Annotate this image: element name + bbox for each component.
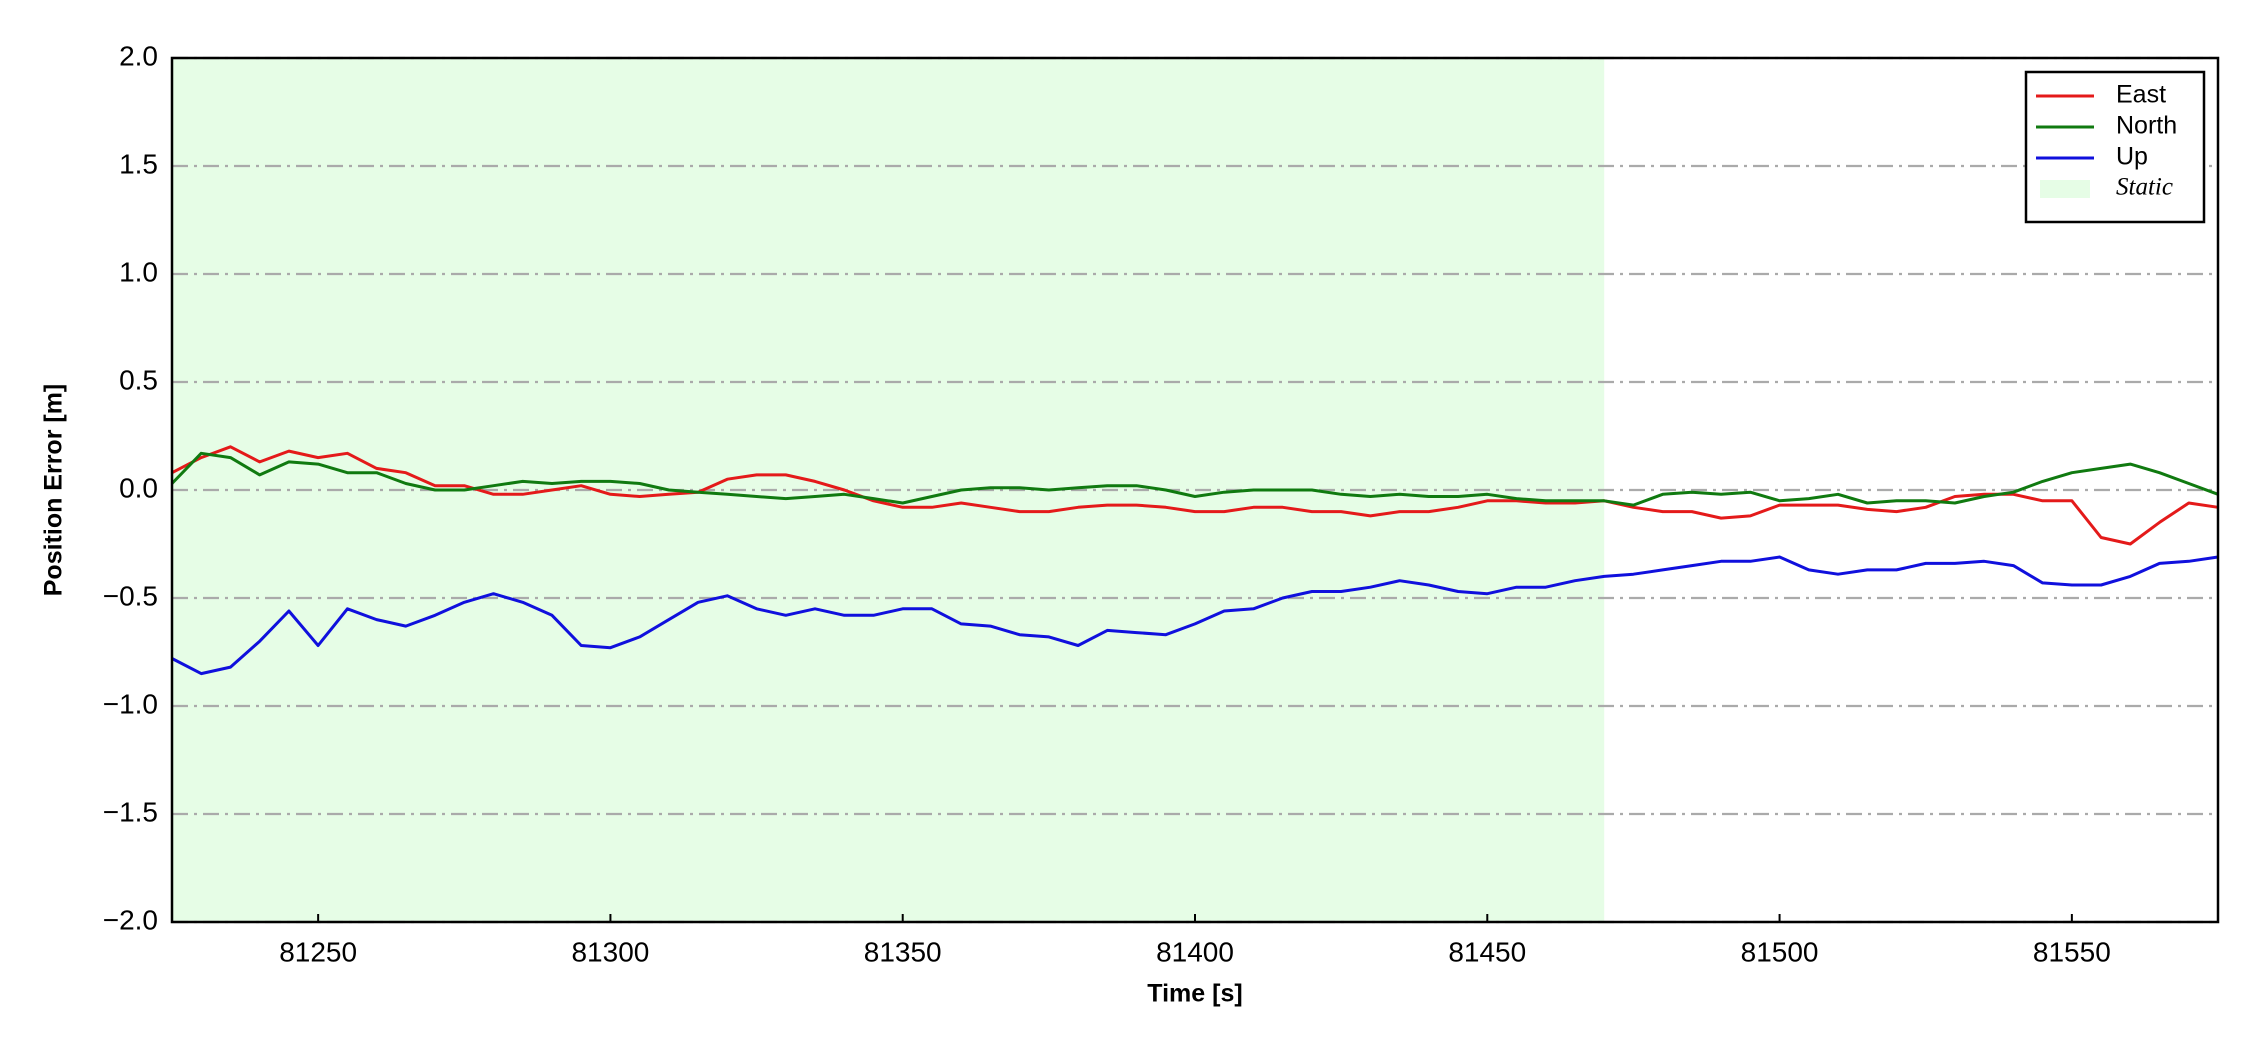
line-series — [171, 555, 2219, 676]
y-tick-label: −0.5 — [103, 580, 158, 611]
y-tick-label: 0.5 — [119, 364, 158, 395]
y-tick-label: 1.5 — [119, 148, 158, 179]
x-tick-label: 81350 — [864, 936, 942, 967]
x-tick-label: 81500 — [1741, 936, 1819, 967]
legend-label: Static — [2116, 174, 2173, 201]
y-tick-label: −1.5 — [103, 796, 158, 827]
y-tick-label: −1.0 — [103, 688, 158, 719]
x-tick-label: 81550 — [2033, 936, 2111, 967]
x-tick-label: 81250 — [279, 936, 357, 967]
legend-label: Up — [2116, 143, 2148, 171]
y-tick-label: 2.0 — [119, 40, 158, 71]
legend-label: North — [2116, 112, 2177, 140]
line-series — [170, 451, 2219, 507]
y-axis-label: Position Error [m] — [40, 384, 68, 597]
x-tick-label: 81450 — [1448, 936, 1526, 967]
x-tick-label: 81300 — [571, 936, 649, 967]
line-series — [171, 445, 2219, 546]
x-axis-label: Time [s] — [1147, 980, 1242, 1008]
legend-swatch — [2040, 180, 2090, 198]
plot-frame — [170, 56, 2220, 924]
legend-label: East — [2116, 81, 2166, 109]
x-tick-label: 81400 — [1156, 936, 1234, 967]
y-tick-label: 1.0 — [119, 256, 158, 287]
y-tick-label: −2.0 — [103, 904, 158, 935]
y-tick-label: 0.0 — [119, 472, 158, 503]
